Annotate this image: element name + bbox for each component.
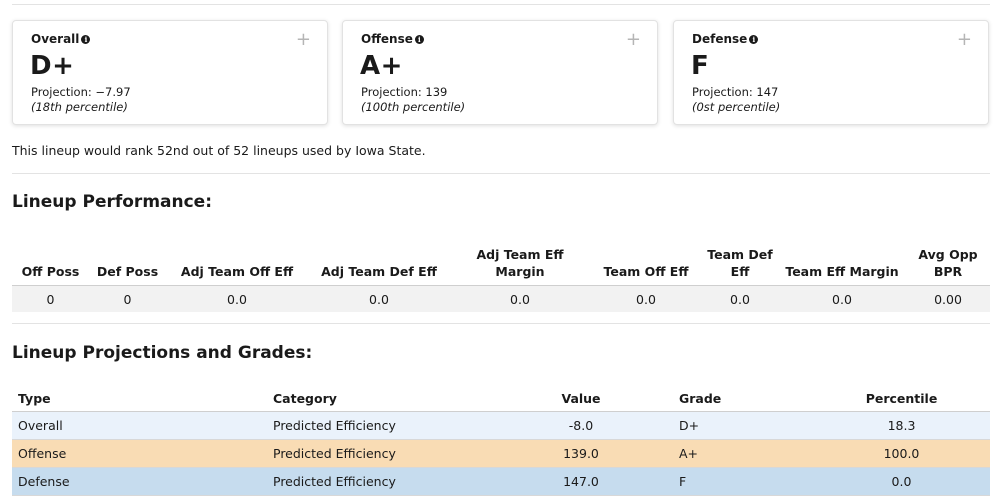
card-percentile: (100th percentile) xyxy=(361,100,466,114)
offense-grade-card: Offense i + A+ Projection: 139 (100th per… xyxy=(342,20,658,125)
card-title: Overall i xyxy=(31,32,91,46)
column-header[interactable]: Adj Team Eff Margin xyxy=(450,236,590,286)
table-cell: Offense xyxy=(12,439,267,468)
table-cell: Overall xyxy=(12,411,267,440)
table-cell: A+ xyxy=(673,439,813,468)
table-cell: 0 xyxy=(12,285,89,312)
column-header[interactable]: Off Poss xyxy=(12,236,89,286)
column-header[interactable]: Percentile xyxy=(813,386,990,412)
column-header[interactable]: Type xyxy=(12,386,267,412)
overall-grade-card: Overall i + D+ Projection: −7.97 (18th pe… xyxy=(12,20,328,125)
column-header[interactable]: Team Def Eff xyxy=(702,236,778,286)
table-cell: Defense xyxy=(12,467,267,496)
plus-icon[interactable]: + xyxy=(625,29,641,50)
table-header-row: Type Category Value Grade Percentile xyxy=(12,386,990,412)
table-cell: 0 xyxy=(89,285,166,312)
card-title: Defense i xyxy=(692,32,759,46)
table-cell: 0.0 xyxy=(166,285,308,312)
column-header[interactable]: Value xyxy=(489,386,673,412)
table-cell: 0.0 xyxy=(590,285,702,312)
column-header[interactable]: Team Eff Margin xyxy=(778,236,906,286)
projections-title: Lineup Projections and Grades: xyxy=(12,343,313,363)
card-grade: A+ xyxy=(360,51,403,81)
section-divider xyxy=(12,173,990,174)
projections-table: Type Category Value Grade Percentile Ove… xyxy=(12,386,990,496)
performance-table: Off Poss Def Poss Adj Team Off Eff Adj T… xyxy=(12,236,990,312)
table-row: Offense Predicted Efficiency 139.0 A+ 10… xyxy=(12,439,990,468)
table-cell: 0.0 xyxy=(308,285,450,312)
column-header[interactable]: Adj Team Def Eff xyxy=(308,236,450,286)
top-divider xyxy=(12,4,990,5)
rank-text: This lineup would rank 52nd out of 52 li… xyxy=(12,143,426,158)
table-cell: Predicted Efficiency xyxy=(267,411,489,440)
table-cell: 100.0 xyxy=(813,439,990,468)
table-cell: 139.0 xyxy=(489,439,673,468)
column-header[interactable]: Adj Team Off Eff xyxy=(166,236,308,286)
column-header[interactable]: Category xyxy=(267,386,489,412)
card-percentile: (0st percentile) xyxy=(692,100,781,114)
table-cell: 0.0 xyxy=(450,285,590,312)
table-cell: Predicted Efficiency xyxy=(267,439,489,468)
table-cell: 147.0 xyxy=(489,467,673,496)
card-grade: D+ xyxy=(30,51,75,81)
table-cell: 0.0 xyxy=(778,285,906,312)
table-cell: -8.0 xyxy=(489,411,673,440)
table-cell: Predicted Efficiency xyxy=(267,467,489,496)
table-row: 0 0 0.0 0.0 0.0 0.0 0.0 0.0 0.00 xyxy=(12,285,990,312)
info-icon[interactable]: i xyxy=(81,35,91,44)
column-header[interactable]: Grade xyxy=(673,386,813,412)
table-cell: 0.0 xyxy=(702,285,778,312)
card-projection: Projection: 147 xyxy=(692,85,779,99)
column-header[interactable]: Def Poss xyxy=(89,236,166,286)
table-cell: D+ xyxy=(673,411,813,440)
table-row: Overall Predicted Efficiency -8.0 D+ 18.… xyxy=(12,411,990,440)
defense-grade-card: Defense i + F Projection: 147 (0st percen… xyxy=(673,20,989,125)
table-row: Defense Predicted Efficiency 147.0 F 0.0 xyxy=(12,467,990,496)
plus-icon[interactable]: + xyxy=(956,29,972,50)
table-cell: F xyxy=(673,467,813,496)
column-header[interactable]: Avg Opp BPR xyxy=(906,236,990,286)
section-divider xyxy=(12,323,990,324)
card-grade: F xyxy=(691,51,710,81)
table-header-row: Off Poss Def Poss Adj Team Off Eff Adj T… xyxy=(12,236,990,286)
card-percentile: (18th percentile) xyxy=(31,100,128,114)
info-icon[interactable]: i xyxy=(749,35,759,44)
card-title: Offense i xyxy=(361,32,424,46)
plus-icon[interactable]: + xyxy=(295,29,311,50)
card-projection: Projection: −7.97 xyxy=(31,85,131,99)
card-projection: Projection: 139 xyxy=(361,85,448,99)
performance-title: Lineup Performance: xyxy=(12,192,213,212)
column-header[interactable]: Team Off Eff xyxy=(590,236,702,286)
info-icon[interactable]: i xyxy=(414,35,424,44)
table-cell: 0.00 xyxy=(906,285,990,312)
table-cell: 0.0 xyxy=(813,467,990,496)
table-cell: 18.3 xyxy=(813,411,990,440)
